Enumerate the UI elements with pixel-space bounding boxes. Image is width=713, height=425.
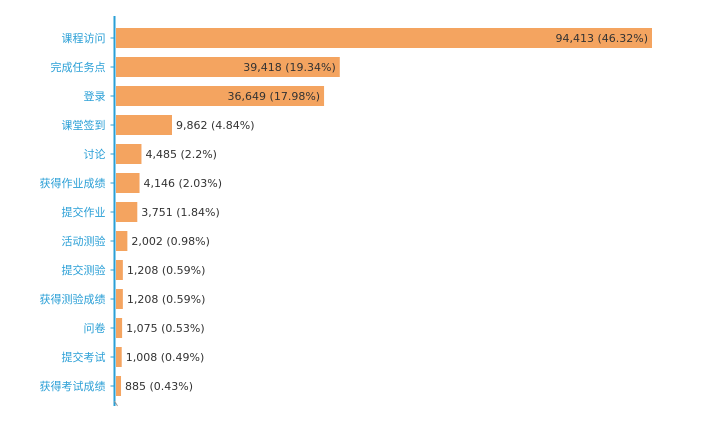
bar	[116, 202, 138, 222]
bar	[116, 115, 172, 135]
category-label: 讨论	[84, 147, 106, 161]
category-label: 获得测验成绩	[40, 292, 106, 306]
data-label: 9,862 (4.84%)	[176, 119, 255, 132]
category-label: 完成任务点	[51, 60, 106, 74]
bar	[116, 231, 128, 251]
data-label: 1,008 (0.49%)	[126, 351, 205, 364]
axis-end-mark	[114, 400, 118, 407]
category-label: 登录	[84, 89, 106, 103]
category-label: 课程访问	[62, 32, 106, 45]
category-label: 获得考试成绩	[40, 380, 106, 393]
data-label: 1,208 (0.59%)	[127, 264, 206, 277]
bar	[116, 28, 652, 48]
data-label: 1,075 (0.53%)	[126, 322, 205, 335]
category-label: 提交考试	[62, 350, 106, 364]
bar	[116, 173, 140, 193]
data-label: 885 (0.43%)	[125, 380, 193, 393]
bar	[116, 347, 122, 367]
category-label: 活动测验	[62, 234, 106, 248]
category-label: 课堂签到	[62, 118, 106, 132]
category-labels-layer: 课程访问完成任务点登录课堂签到讨论获得作业成绩提交作业活动测验提交测验获得测验成…	[40, 32, 106, 393]
data-label: 39,418 (19.34%)	[243, 61, 336, 74]
bar	[116, 144, 142, 164]
bar	[116, 318, 123, 338]
data-label: 3,751 (1.84%)	[141, 206, 220, 219]
data-label: 1,208 (0.59%)	[127, 293, 206, 306]
data-label: 4,485 (2.2%)	[145, 148, 217, 161]
bar	[116, 260, 123, 280]
category-label: 问卷	[84, 321, 106, 335]
data-label: 4,146 (2.03%)	[144, 177, 223, 190]
category-label: 提交作业	[62, 205, 106, 219]
category-label: 提交测验	[62, 263, 106, 277]
bars-layer	[116, 28, 652, 396]
data-label: 2,002 (0.98%)	[131, 235, 210, 248]
bar	[116, 289, 123, 309]
bar	[116, 376, 122, 396]
data-label: 94,413 (46.32%)	[555, 32, 648, 45]
bar	[116, 57, 340, 77]
bar	[116, 86, 325, 106]
value-labels-layer: 94,413 (46.32%) 39,418 (19.34%) 36,649 (17…	[125, 32, 648, 393]
data-label: 36,649 (17.98%)	[228, 90, 321, 103]
category-label: 获得作业成绩	[40, 177, 106, 190]
